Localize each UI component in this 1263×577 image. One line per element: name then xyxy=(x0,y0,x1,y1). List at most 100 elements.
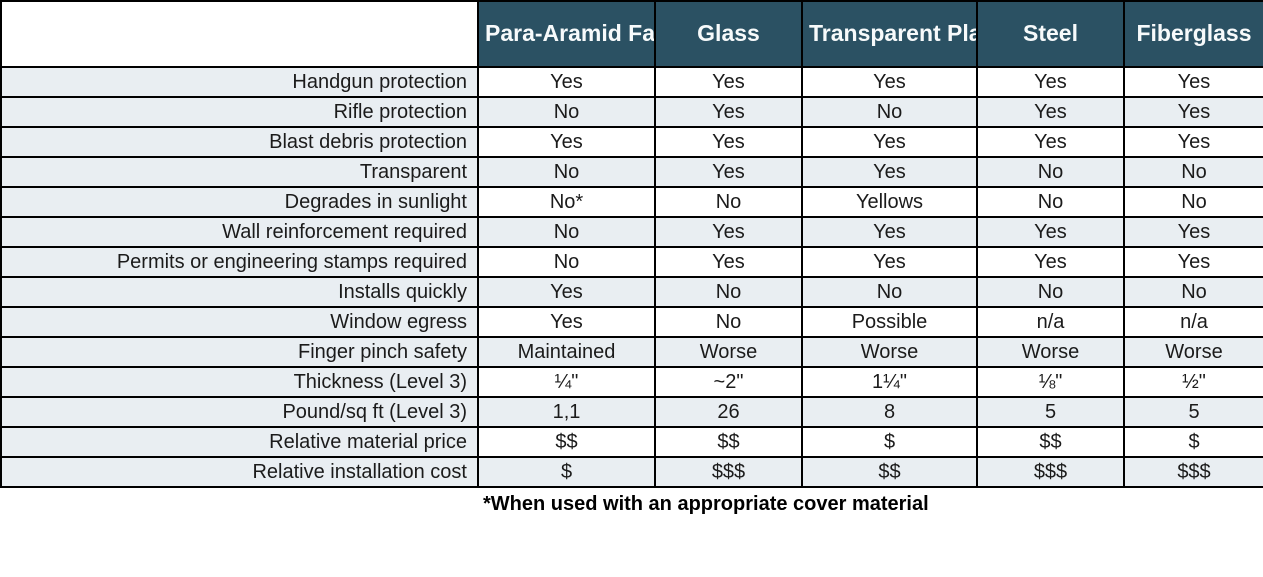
table-row-blast-debris-protection: Blast debris protection Yes Yes Yes Yes … xyxy=(0,126,1263,158)
table-cell: Worse xyxy=(801,336,978,368)
table-cell: ~2" xyxy=(654,366,803,398)
table-cell: No xyxy=(801,96,978,128)
table-cell: Worse xyxy=(654,336,803,368)
table-cell: No xyxy=(976,156,1125,188)
table-cell: Yes xyxy=(1123,66,1263,98)
table-cell: ⅛" xyxy=(976,366,1125,398)
table-cell: $$ xyxy=(976,426,1125,458)
footnote: *When used with an appropriate cover mat… xyxy=(483,493,929,515)
table-cell: Yes xyxy=(976,66,1125,98)
table-cell: Worse xyxy=(1123,336,1263,368)
row-label: Degrades in sunlight xyxy=(0,186,479,218)
table-cell: No xyxy=(976,276,1125,308)
column-header-glass: Glass xyxy=(654,0,803,68)
table-cell: No xyxy=(654,306,803,338)
row-label: Pound/sq ft (Level 3) xyxy=(0,396,479,428)
table-row-thickness-level-3: Thickness (Level 3) ¼" ~2" 1¼" ⅛" ½" xyxy=(0,366,1263,398)
row-label: Relative material price xyxy=(0,426,479,458)
table-cell: $ xyxy=(801,426,978,458)
table-row-transparent: Transparent No Yes Yes No No xyxy=(0,156,1263,188)
table-cell: No xyxy=(477,156,656,188)
table-cell: Yes xyxy=(654,156,803,188)
table-row-finger-pinch-safety: Finger pinch safety Maintained Worse Wor… xyxy=(0,336,1263,368)
table-row-wall-reinforcement-required: Wall reinforcement required No Yes Yes Y… xyxy=(0,216,1263,248)
table-row-relative-installation-cost: Relative installation cost $ $$$ $$ $$$ … xyxy=(0,456,1263,488)
table-cell: No xyxy=(477,216,656,248)
table-cell: Yes xyxy=(976,96,1125,128)
table-row-rifle-protection: Rifle protection No Yes No Yes Yes xyxy=(0,96,1263,128)
table-cell: $ xyxy=(477,456,656,488)
table-row-window-egress: Window egress Yes No Possible n/a n/a xyxy=(0,306,1263,338)
corner-spacer xyxy=(0,0,479,68)
table-row-installs-quickly: Installs quickly Yes No No No No xyxy=(0,276,1263,308)
table-cell: Yes xyxy=(801,126,978,158)
table-cell: n/a xyxy=(976,306,1125,338)
table-cell: n/a xyxy=(1123,306,1263,338)
table-cell: $$ xyxy=(477,426,656,458)
table-cell: No xyxy=(801,276,978,308)
table-cell: No xyxy=(477,96,656,128)
table-cell: Yes xyxy=(654,246,803,278)
table-cell: 26 xyxy=(654,396,803,428)
row-label: Finger pinch safety xyxy=(0,336,479,368)
table-cell: 1¼" xyxy=(801,366,978,398)
table-cell: $$ xyxy=(654,426,803,458)
table-cell: Yes xyxy=(1123,96,1263,128)
table-cell: Yes xyxy=(976,126,1125,158)
table-cell: 8 xyxy=(801,396,978,428)
table-cell: No xyxy=(477,246,656,278)
table-cell: 1,1 xyxy=(477,396,656,428)
table-row-relative-material-price: Relative material price $$ $$ $ $$ $ xyxy=(0,426,1263,458)
table-cell: Worse xyxy=(976,336,1125,368)
table-cell: Yes xyxy=(801,246,978,278)
row-label: Window egress xyxy=(0,306,479,338)
table-cell: Yes xyxy=(654,126,803,158)
row-label: Blast debris protection xyxy=(0,126,479,158)
table-cell: Possible xyxy=(801,306,978,338)
row-label: Relative installation cost xyxy=(0,456,479,488)
row-label: Permits or engineering stamps required xyxy=(0,246,479,278)
table-row-handgun-protection: Handgun protection Yes Yes Yes Yes Yes xyxy=(0,66,1263,98)
table-cell: No xyxy=(976,186,1125,218)
table-row-degrades-in-sunlight: Degrades in sunlight No* No Yellows No N… xyxy=(0,186,1263,218)
column-header-para-aramid-fabric: Para-Aramid Fabric xyxy=(477,0,656,68)
table-row-permits-required: Permits or engineering stamps required N… xyxy=(0,246,1263,278)
table-cell: Yes xyxy=(801,66,978,98)
table-cell: Yes xyxy=(477,66,656,98)
comparison-table: Para-Aramid Fabric Glass Transparent Pla… xyxy=(0,0,1263,488)
table-cell: ½" xyxy=(1123,366,1263,398)
table-cell: Yes xyxy=(976,246,1125,278)
table-cell: ¼" xyxy=(477,366,656,398)
row-label: Handgun protection xyxy=(0,66,479,98)
table-cell: No xyxy=(1123,156,1263,188)
table-cell: $$$ xyxy=(654,456,803,488)
table-cell: Yes xyxy=(1123,216,1263,248)
column-header-fiberglass: Fiberglass xyxy=(1123,0,1263,68)
table-cell: Maintained xyxy=(477,336,656,368)
column-header-transparent-plastic: Transparent Plastic xyxy=(801,0,978,68)
row-label: Transparent xyxy=(0,156,479,188)
table-cell: Yes xyxy=(477,276,656,308)
table-cell: No xyxy=(654,186,803,218)
table-cell: $ xyxy=(1123,426,1263,458)
column-header-steel: Steel xyxy=(976,0,1125,68)
row-label: Installs quickly xyxy=(0,276,479,308)
row-label: Wall reinforcement required xyxy=(0,216,479,248)
table-cell: 5 xyxy=(1123,396,1263,428)
table-cell: Yes xyxy=(654,96,803,128)
table-cell: Yes xyxy=(801,216,978,248)
table-cell: No xyxy=(654,276,803,308)
table-cell: No* xyxy=(477,186,656,218)
table-cell: Yes xyxy=(801,156,978,188)
row-label: Rifle protection xyxy=(0,96,479,128)
table-cell: Yes xyxy=(1123,246,1263,278)
table-cell: 5 xyxy=(976,396,1125,428)
table-cell: No xyxy=(1123,186,1263,218)
table-cell: Yes xyxy=(976,216,1125,248)
header-row: Para-Aramid Fabric Glass Transparent Pla… xyxy=(0,0,1263,68)
table-cell: Yes xyxy=(477,126,656,158)
table-cell: Yellows xyxy=(801,186,978,218)
table-cell: Yes xyxy=(1123,126,1263,158)
table-cell: Yes xyxy=(477,306,656,338)
table-cell: $$$ xyxy=(976,456,1125,488)
